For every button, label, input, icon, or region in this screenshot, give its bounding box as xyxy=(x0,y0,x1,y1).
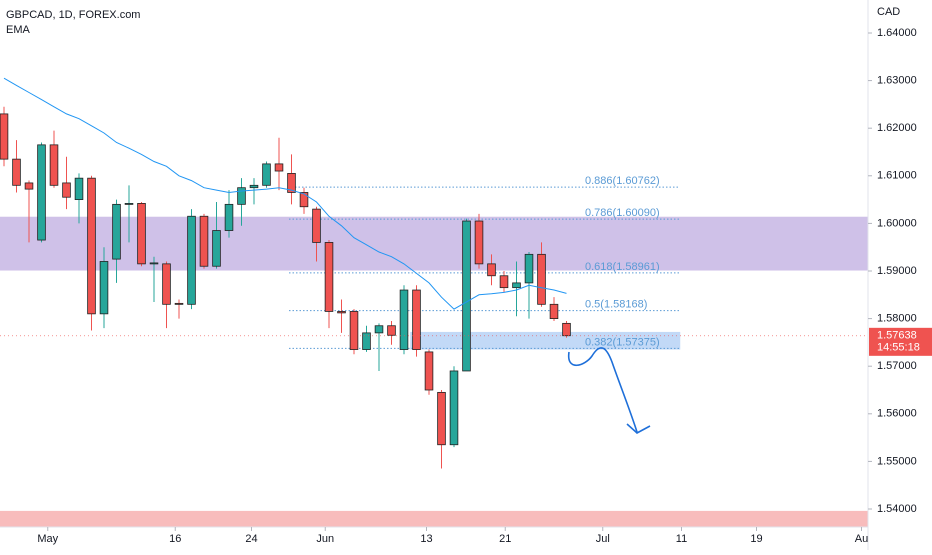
ema-line xyxy=(3,77,567,310)
candle-body xyxy=(112,203,121,260)
y-tick-label: 1.57000 xyxy=(877,360,917,372)
x-tick-label: Au xyxy=(855,533,868,545)
candle-body xyxy=(349,311,359,350)
candle-body xyxy=(37,144,46,241)
candle-body xyxy=(387,325,396,336)
y-tick-label: 1.54000 xyxy=(877,503,917,515)
y-tick-label: 1.63000 xyxy=(877,74,917,86)
candle-body xyxy=(299,192,309,208)
y-tick-label: 1.56000 xyxy=(877,408,917,420)
x-tick-label: May xyxy=(37,533,58,545)
candle-body xyxy=(162,263,171,305)
price-zone xyxy=(0,510,868,527)
symbol-title: GBPCAD, 1D, FOREX.com xyxy=(6,9,140,21)
candle-body xyxy=(312,208,321,243)
candle-body xyxy=(187,215,196,305)
price-zone xyxy=(0,216,868,271)
candle-body xyxy=(49,144,59,186)
candle-body xyxy=(124,203,134,205)
y-tick-label: 1.60000 xyxy=(877,217,917,229)
candle-body xyxy=(499,275,509,289)
candle-body xyxy=(362,332,371,350)
candle-body xyxy=(424,351,434,391)
x-tick-label: 19 xyxy=(750,533,762,545)
candle-body xyxy=(99,261,109,315)
x-tick-label: 24 xyxy=(245,533,257,545)
last-price-tag xyxy=(869,327,932,356)
candle-body xyxy=(0,113,9,160)
y-tick-label: 1.64000 xyxy=(877,27,917,39)
x-tick-label: 11 xyxy=(676,533,687,545)
y-tick-label: 1.58000 xyxy=(877,313,917,325)
x-tick-label: Jun xyxy=(316,533,334,545)
candle-body xyxy=(262,163,271,186)
candle-body xyxy=(324,242,334,312)
candle-body xyxy=(549,303,559,319)
candle-body xyxy=(199,215,209,267)
fib-label: 0.382(1.57375) xyxy=(585,336,660,348)
indicator-label: EMA xyxy=(6,24,31,36)
candle-body xyxy=(24,182,34,190)
candle-body xyxy=(449,370,459,446)
candle-body xyxy=(237,187,246,205)
countdown-label: 14:55:18 xyxy=(877,342,920,354)
candle-body xyxy=(412,289,421,350)
y-tick-label: 1.61000 xyxy=(877,170,917,182)
y-tick-label: 1.59000 xyxy=(877,265,917,277)
candle-body xyxy=(62,182,71,198)
fib-label: 0.886(1.60762) xyxy=(585,175,660,187)
candle-body xyxy=(437,391,446,446)
y-tick-label: 1.55000 xyxy=(877,455,917,467)
candle-body xyxy=(12,158,21,186)
candle-body xyxy=(274,163,284,172)
fib-label: 0.786(1.60090) xyxy=(585,207,660,219)
candle-body xyxy=(224,203,234,231)
candle-body xyxy=(462,220,471,372)
x-tick-label: 16 xyxy=(169,533,181,545)
candle-body xyxy=(337,311,346,314)
candle-body xyxy=(174,302,184,305)
last-price-label: 1.57638 xyxy=(877,330,917,342)
candle-body xyxy=(87,177,96,315)
candle-body xyxy=(537,253,546,305)
currency-label: CAD xyxy=(877,6,900,18)
candle-body xyxy=(149,262,159,265)
x-tick-label: 13 xyxy=(420,533,432,545)
candle-body xyxy=(137,203,146,265)
plot: 0.886(1.60762) 0.786(1.60090) 0.618(1.5896… xyxy=(0,77,868,527)
candle-body xyxy=(249,184,259,189)
candle-body xyxy=(487,263,496,277)
candle-body xyxy=(512,282,521,289)
x-tick-label: 21 xyxy=(499,533,511,545)
y-tick-label: 1.62000 xyxy=(877,122,917,134)
candle-body xyxy=(212,230,221,267)
candle-body xyxy=(562,322,571,337)
fib-label: 0.5(1.58168) xyxy=(585,299,647,311)
candle-body xyxy=(524,253,534,284)
candle-body xyxy=(74,177,84,200)
candle-body xyxy=(399,289,409,350)
candle-body xyxy=(374,325,384,334)
candle-body xyxy=(287,173,296,193)
fib-label: 0.618(1.58961) xyxy=(585,261,660,273)
x-tick-label: Jul xyxy=(596,533,610,545)
projection-arrow xyxy=(568,347,651,434)
candle-body xyxy=(474,220,484,265)
price-zone xyxy=(410,331,681,350)
